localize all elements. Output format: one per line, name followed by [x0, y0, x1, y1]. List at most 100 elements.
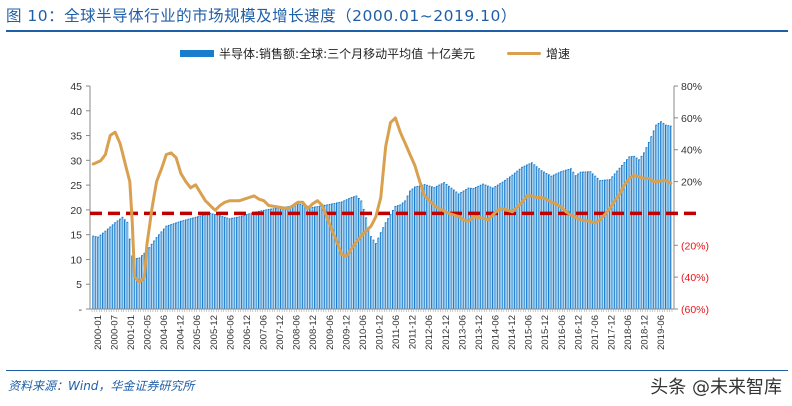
bar-highlight — [573, 172, 575, 309]
bar — [499, 183, 502, 309]
bar — [482, 183, 485, 309]
bar-highlight — [239, 217, 241, 309]
bar — [533, 164, 536, 309]
bar-highlight — [195, 217, 197, 309]
bar — [184, 219, 187, 309]
bar-highlight — [154, 241, 155, 309]
bar-highlight — [651, 137, 653, 309]
right-tick-label: (60%) — [681, 304, 709, 316]
bar — [316, 206, 319, 309]
bar — [621, 164, 623, 309]
bar — [404, 200, 407, 309]
bar-highlight — [505, 180, 506, 309]
bar-highlight — [317, 207, 319, 309]
bar — [126, 221, 129, 309]
bar-highlight — [151, 244, 153, 309]
bar-highlight — [478, 186, 480, 309]
bar — [275, 207, 277, 309]
bar — [333, 202, 336, 309]
bar-highlight — [261, 211, 263, 309]
bar-highlight — [634, 156, 635, 309]
bar — [104, 230, 107, 309]
bar — [431, 186, 433, 309]
bar — [267, 208, 270, 309]
bar-highlight — [200, 216, 202, 309]
bar — [133, 258, 136, 309]
bar — [248, 213, 251, 309]
bar-highlight — [139, 258, 141, 309]
bar — [470, 187, 472, 309]
bar-highlight — [351, 198, 353, 309]
bar-highlight — [522, 167, 523, 309]
bar-highlight — [212, 214, 214, 309]
bar — [123, 219, 126, 309]
bar — [535, 166, 538, 309]
bar-highlight — [424, 185, 426, 309]
bar-highlight — [312, 207, 314, 309]
bar — [321, 205, 324, 309]
bar-highlight — [439, 185, 441, 309]
bar-highlight — [422, 185, 423, 309]
x-tick-label: 2005-12 — [209, 315, 220, 350]
bar-highlight — [334, 203, 336, 309]
bar — [586, 171, 589, 309]
x-tick-label: 2007-06 — [259, 315, 270, 350]
bar — [153, 240, 156, 309]
bar-highlight — [663, 123, 665, 310]
bar — [165, 225, 168, 309]
bar — [435, 185, 438, 309]
bar — [374, 243, 377, 309]
bar — [394, 205, 397, 309]
bar-highlight — [580, 172, 582, 309]
bar-highlight — [278, 208, 280, 309]
x-tick-label: 2005-06 — [192, 315, 203, 350]
bar — [655, 124, 658, 309]
bar — [136, 257, 139, 309]
bar-highlight — [644, 153, 645, 309]
bar — [199, 215, 202, 309]
bar — [611, 176, 614, 309]
bar-highlight — [471, 188, 472, 309]
bar — [175, 222, 178, 309]
bar-highlight — [656, 125, 657, 309]
bar — [309, 206, 312, 309]
bar-highlight — [461, 193, 462, 309]
bar — [109, 226, 112, 309]
bar-highlight — [636, 158, 638, 309]
bar — [472, 188, 475, 309]
bar — [279, 207, 282, 309]
bar — [318, 205, 321, 309]
bar — [353, 196, 355, 309]
x-tick-label: 2000-07 — [109, 315, 120, 350]
bar — [172, 223, 175, 309]
bar-highlight — [446, 184, 448, 309]
bar-highlight — [127, 222, 129, 309]
bar-highlight — [288, 207, 289, 309]
bar-highlight — [224, 217, 226, 309]
bar — [94, 236, 97, 309]
bar — [591, 173, 594, 309]
bar-highlight — [561, 172, 562, 309]
bar — [594, 175, 597, 309]
left-tick-label: 20 — [70, 205, 82, 217]
bar — [657, 122, 660, 310]
bar — [518, 168, 521, 309]
bar — [180, 220, 182, 309]
bar — [226, 217, 229, 309]
bar — [182, 220, 185, 309]
bar — [513, 172, 516, 309]
bar — [428, 185, 431, 309]
bar — [604, 179, 606, 309]
bar — [489, 186, 492, 309]
bar — [423, 184, 426, 309]
bar-highlight — [280, 208, 282, 309]
bar — [206, 213, 209, 309]
bar — [216, 214, 219, 309]
bar-highlight — [648, 142, 650, 309]
bar — [221, 216, 224, 309]
left-tick-label: 25 — [70, 180, 82, 192]
x-tick-label: 2018-12 — [640, 315, 651, 350]
x-tick-label: 2004-06 — [159, 315, 170, 350]
bar — [462, 190, 465, 309]
bar-highlight — [544, 172, 545, 309]
